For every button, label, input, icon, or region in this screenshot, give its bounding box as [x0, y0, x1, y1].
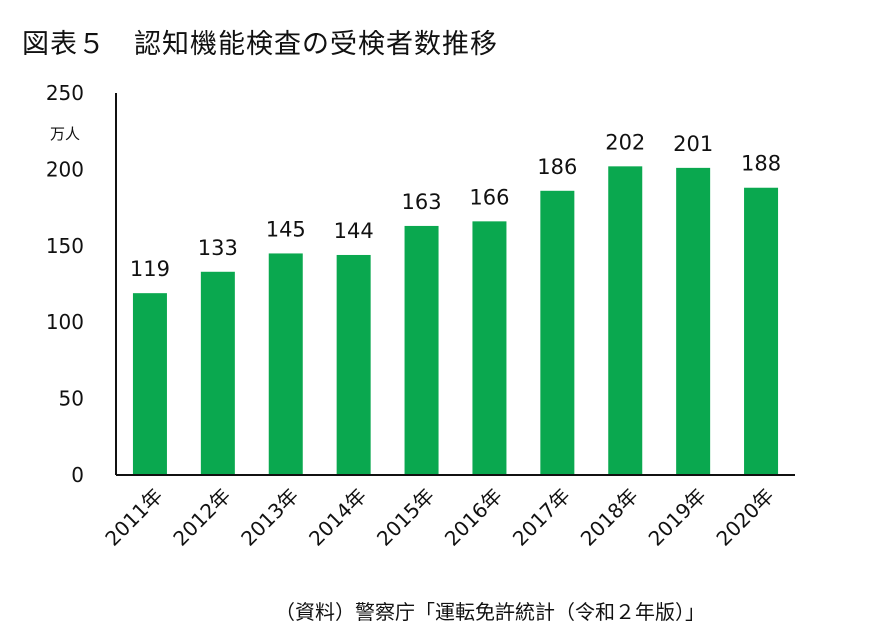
bar — [336, 254, 371, 475]
x-tick-label: 2017年 — [508, 484, 575, 551]
bar — [472, 221, 507, 475]
x-tick-label: 2018年 — [576, 484, 643, 551]
bar — [744, 187, 779, 475]
bar-value-label: 188 — [741, 152, 781, 176]
y-axis-ticks: 0 50 100 150 200 250 — [46, 81, 84, 487]
x-tick-label: 2011年 — [100, 484, 167, 551]
y-axis-unit: 万人 — [50, 125, 80, 143]
x-tick-label: 2019年 — [644, 484, 711, 551]
x-tick-label: 2013年 — [236, 484, 303, 551]
x-tick-label: 2016年 — [440, 484, 507, 551]
bar-value-label: 163 — [402, 190, 442, 214]
bar-value-label: 133 — [198, 236, 238, 260]
bar-value-label: 144 — [334, 219, 374, 243]
bar-value-label: 145 — [266, 217, 306, 241]
bar — [404, 225, 439, 475]
x-tick-label: 2014年 — [304, 484, 371, 551]
bar — [676, 167, 711, 475]
bar-value-label: 202 — [605, 130, 645, 154]
bar-value-label: 201 — [673, 132, 713, 156]
source-note: （資料）警察庁「運転免許統計（令和２年版）」 — [275, 600, 705, 624]
bar — [200, 271, 235, 475]
page-title: 図表５ 認知機能検査の受検者数推移 — [22, 29, 498, 60]
bar — [132, 293, 167, 475]
x-axis-labels: 2011年 2012年 2013年 2014年 2015年 2016年 2017年 2018年… — [100, 484, 778, 551]
bar — [268, 253, 303, 475]
y-tick-label: 0 — [71, 463, 84, 487]
data-labels: 119 133 145 144 163 166 186 202 201 188 — [130, 130, 781, 281]
x-tick-label: 2012年 — [168, 484, 235, 551]
y-tick-label: 100 — [46, 310, 84, 334]
bar-value-label: 166 — [469, 185, 509, 209]
y-tick-label: 150 — [46, 234, 84, 258]
bar-value-label: 186 — [537, 155, 577, 179]
bar — [608, 166, 643, 475]
bar — [540, 190, 575, 476]
y-tick-label: 250 — [46, 81, 84, 105]
bars — [132, 166, 779, 476]
bar-value-label: 119 — [130, 257, 170, 281]
x-tick-label: 2015年 — [372, 484, 439, 551]
y-tick-label: 50 — [59, 387, 84, 411]
y-tick-label: 200 — [46, 157, 84, 181]
x-tick-label: 2020年 — [711, 484, 778, 551]
